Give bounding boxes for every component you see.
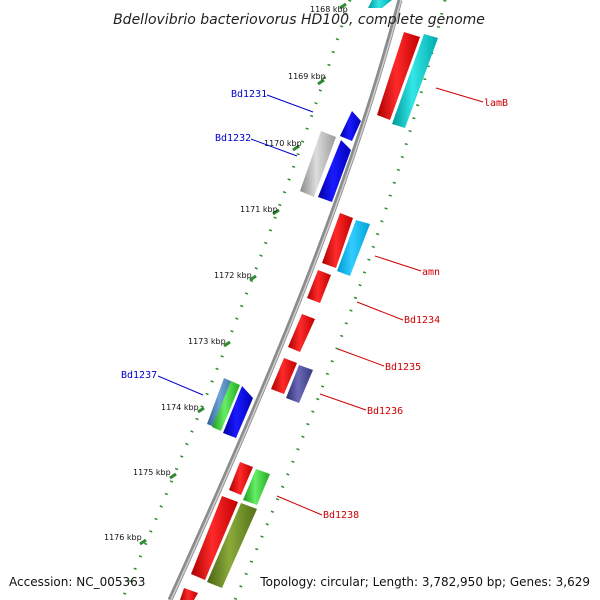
- gene-label-bd1235[interactable]: Bd1235: [385, 362, 421, 373]
- gene-bd1237-green[interactable]: [212, 381, 240, 431]
- tick-label: 1176 kbp: [104, 533, 142, 542]
- gene-label-bd1232[interactable]: Bd1232: [215, 133, 251, 144]
- gene-bd1232-blue[interactable]: [318, 140, 351, 202]
- map-title: Bdellovibrio bacteriovorus HD100, comple…: [113, 12, 485, 28]
- gene-bd1232-gray[interactable]: [300, 131, 336, 197]
- genome-backbone-highlight: [170, 0, 402, 600]
- gene-label-amn[interactable]: amn: [422, 267, 440, 278]
- gene-label-lamb[interactable]: lamB: [484, 98, 508, 109]
- tick-label: 1170 kbp: [264, 139, 302, 148]
- gene-bottom-red-edge[interactable]: [180, 588, 198, 600]
- gene-bottom-red[interactable]: [191, 496, 238, 580]
- gene-label-bd1237[interactable]: Bd1237: [121, 370, 157, 381]
- gene-bottom-olive[interactable]: [207, 503, 257, 588]
- gene-bd1231-blue[interactable]: [340, 111, 361, 141]
- gene-bd1238-green[interactable]: [243, 469, 270, 505]
- summary-text: Topology: circular; Length: 3,782,950 bp…: [259, 575, 590, 589]
- gene-bd1236a-red[interactable]: [271, 358, 297, 394]
- gene-bd1235-red[interactable]: [288, 314, 315, 352]
- gene-label-bd1231[interactable]: Bd1231: [231, 89, 267, 100]
- gene-bd1236-slate[interactable]: [286, 365, 313, 403]
- gene-cyan-top[interactable]: [368, 0, 392, 8]
- tick-label: 1173 kbp: [188, 337, 226, 346]
- gene-bd1234-red[interactable]: [307, 270, 331, 303]
- tick-marks: [139, 2, 347, 546]
- gene-bd1237-blue[interactable]: [223, 386, 253, 438]
- gene-label-bd1236[interactable]: Bd1236: [367, 406, 403, 417]
- gene-label-bd1234[interactable]: Bd1234: [404, 315, 440, 326]
- gene-amn-sky[interactable]: [337, 220, 370, 276]
- tick-label: 1168 kbp: [310, 5, 348, 14]
- tick-label: 1174 kbp: [161, 403, 199, 412]
- genome-backbone: [167, 0, 403, 600]
- gene-lamb-cyan[interactable]: [392, 34, 438, 128]
- gene-label-bd1238[interactable]: Bd1238: [323, 510, 359, 521]
- gene-amn-red[interactable]: [322, 213, 353, 268]
- tick-label: 1171 kbp: [240, 205, 278, 214]
- gene-bd1238a-red[interactable]: [229, 462, 253, 495]
- tick-label: 1169 kbp: [288, 72, 326, 81]
- gene-lamb-red[interactable]: [377, 32, 420, 120]
- accession-text: Accession: NC_005363: [9, 575, 145, 589]
- leader-lines: [157, 87, 484, 516]
- tick-label: 1175 kbp: [133, 468, 171, 477]
- tick-label: 1172 kbp: [214, 271, 252, 280]
